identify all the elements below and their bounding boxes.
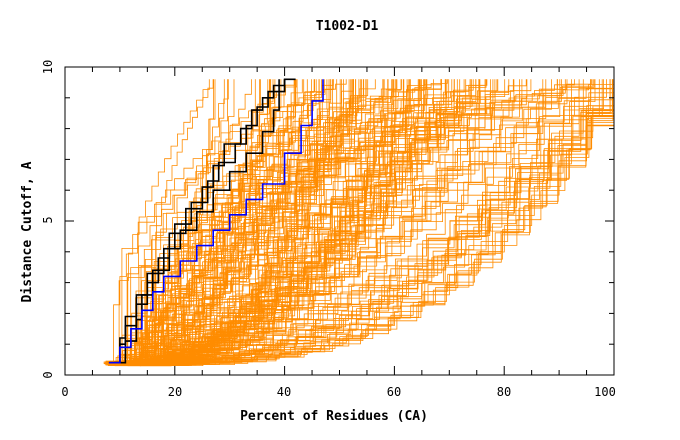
background-series-line [135,79,615,366]
background-series-line [105,79,615,365]
background-series-line [121,79,420,362]
background-series-line [118,79,333,364]
background-series-line [125,79,229,366]
background-series-line [112,79,317,363]
x-tick-label-0: 0 [61,385,68,399]
background-series-line [107,79,428,365]
background-series-line [112,79,596,365]
y-axis-label: Distance Cutoff, A [20,161,35,302]
highlight-series-group [108,78,324,364]
background-series-line [107,79,210,364]
chart-title: T1002-D1 [316,19,379,34]
background-series-line [112,79,458,365]
background-series-line [131,79,591,364]
background-series-line [105,79,448,363]
background-series-line [111,79,425,365]
background-series-line [140,79,471,362]
x-tick-label-80: 80 [497,385,511,399]
background-series-line [104,79,393,364]
background-series-line [106,79,385,363]
background-series-line [116,79,575,364]
background-series-line [120,79,615,366]
background-series-line [136,79,422,366]
y-tick-label-5: 5 [41,216,55,223]
background-series-line [106,79,613,363]
x-tick-label-60: 60 [387,385,401,399]
x-tick-label-100: 100 [594,385,616,399]
background-series-line [135,79,615,366]
y-tick-label-0: 0 [41,371,55,378]
background-series-line [135,79,282,363]
background-series-line [134,79,303,363]
background-series-line [115,79,334,363]
x-tick-label-40: 40 [277,385,291,399]
background-series-line [140,79,352,365]
highlight-series-line-4 [108,79,324,364]
background-series-line [110,79,405,365]
background-series-line [118,79,615,365]
background-series-line [141,79,214,365]
background-series-line [109,79,362,365]
background-series-line [120,79,595,363]
background-series-line [139,79,389,366]
background-series-line [131,79,426,363]
background-series-line [129,79,297,363]
x-axis-label: Percent of Residues (CA) [240,409,428,424]
background-series-line [133,79,325,364]
highlight-series-line-1 [108,78,296,364]
x-tick-label-20: 20 [168,385,182,399]
background-series-line [128,79,607,364]
background-series-line [114,79,467,366]
background-series-line [120,79,532,363]
background-series-line [119,79,461,363]
background-series-group [103,79,615,367]
background-series-line [138,79,332,366]
tick-marks [64,66,615,376]
background-series-line [135,79,486,366]
background-series-line [120,79,228,363]
background-series-line [138,79,611,366]
y-tick-label-10: 10 [41,60,55,74]
background-series-line [133,79,315,366]
highlight-series-line-3 [114,79,280,364]
background-series-line [114,79,528,363]
